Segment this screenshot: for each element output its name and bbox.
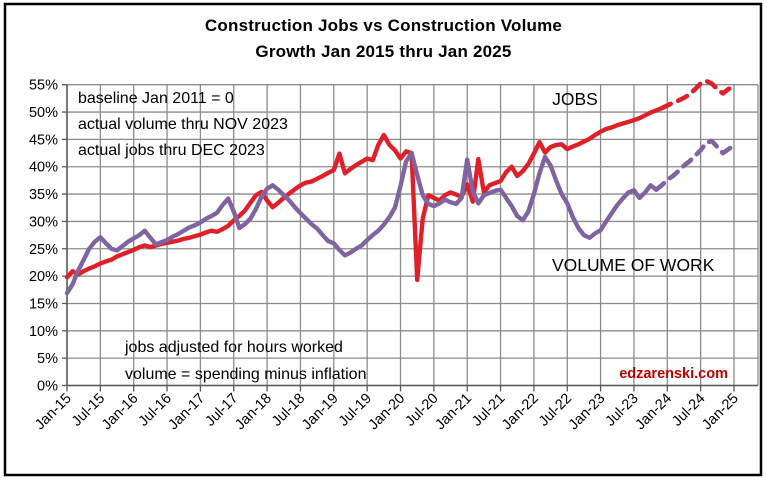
chart-title: Construction Jobs vs Construction Volume… — [0, 13, 767, 65]
x-axis-label-Jan-15: Jan-15 — [32, 391, 75, 434]
chart-title-line1: Construction Jobs vs Construction Volume — [204, 16, 563, 35]
volume-series-label: VOLUME OF WORK — [552, 255, 715, 275]
annotation-actual-volume: actual volume thru NOV 2023 — [78, 116, 288, 133]
chart-title-line2: Growth Jan 2015 thru Jan 2025 — [255, 42, 512, 61]
x-axis-label-Jan-23: Jan-23 — [566, 391, 609, 434]
figure-border — [3, 2, 763, 477]
y-axis-label-45: 45% — [29, 132, 58, 148]
y-axis-label-0: 0% — [37, 379, 58, 395]
y-axis-label-25: 25% — [29, 242, 58, 258]
y-axis-label-50: 50% — [29, 105, 58, 121]
watermark-link[interactable]: edzarenski.com — [619, 366, 728, 382]
x-axis-label-Jan-19: Jan-19 — [299, 391, 342, 434]
volume-line-forecast-dashed — [653, 138, 737, 192]
x-axis-label-Jan-21: Jan-21 — [432, 391, 475, 434]
y-axis-label-40: 40% — [29, 160, 58, 176]
jobs-series-label: JOBS — [552, 89, 598, 109]
y-axis-label-55: 55% — [29, 78, 58, 94]
data-series — [64, 78, 737, 296]
y-axis-label-5: 5% — [37, 351, 58, 367]
y-axis-label-20: 20% — [29, 269, 58, 285]
x-axis-label-Jan-17: Jan-17 — [166, 391, 209, 434]
annotation-baseline: baseline Jan 2011 = 0 — [78, 90, 234, 107]
x-axis-label-Jan-25: Jan-25 — [699, 391, 742, 434]
annotation-volume-definition: volume = spending minus inflation — [125, 366, 366, 383]
y-axis-label-30: 30% — [29, 214, 58, 230]
y-axis-label-10: 10% — [29, 324, 58, 340]
annotation-jobs-adjusted: jobs adjusted for hours worked — [124, 339, 343, 356]
x-axis-label-Jan-24: Jan-24 — [632, 391, 675, 434]
jobs-line-forecast-dashed — [659, 78, 737, 111]
y-axis-label-35: 35% — [29, 187, 58, 203]
gridlines — [66, 84, 759, 387]
volume-line-actual — [64, 150, 659, 296]
x-axis-label-Jan-22: Jan-22 — [499, 391, 542, 434]
x-axis-label-Jan-20: Jan-20 — [366, 391, 409, 434]
x-axis-label-Jan-18: Jan-18 — [232, 391, 275, 434]
x-axis-label-Jan-16: Jan-16 — [99, 391, 142, 434]
jobs-line-actual — [64, 106, 664, 283]
y-axis-label-15: 15% — [29, 296, 58, 312]
annotation-actual-jobs: actual jobs thru DEC 2023 — [78, 142, 265, 159]
